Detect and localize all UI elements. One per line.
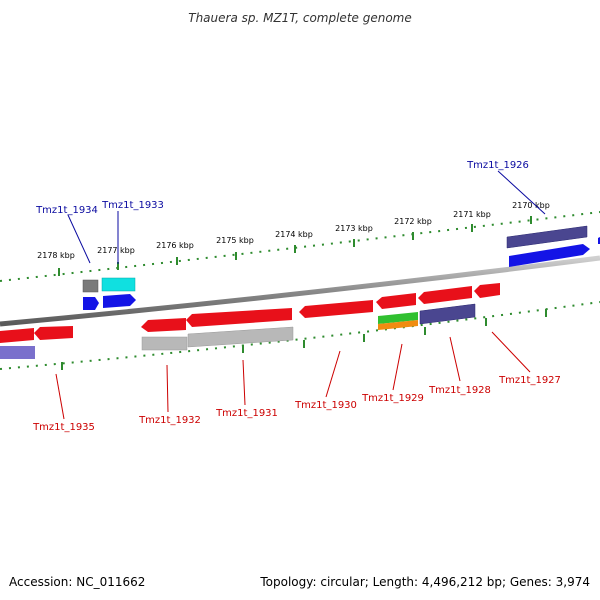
leader-line xyxy=(55,373,65,420)
forward-genes xyxy=(82,225,600,310)
gene-label[interactable]: Tmz1t_1930 xyxy=(294,400,357,411)
gene-tmz1t-1931-red[interactable] xyxy=(186,308,292,327)
reverse-genes xyxy=(0,283,500,359)
leader-line xyxy=(497,170,546,215)
gene-tmz1t-1935-red-b[interactable] xyxy=(34,326,73,340)
leader-line xyxy=(325,350,341,398)
gene-label[interactable]: Tmz1t_1934 xyxy=(35,205,98,216)
gene-label[interactable]: Tmz1t_1926 xyxy=(466,160,529,171)
gene-label[interactable]: Tmz1t_1932 xyxy=(138,415,201,426)
gene-tmz1t-1931-lightgray[interactable] xyxy=(187,326,294,348)
leader-line xyxy=(242,359,246,406)
scale-label: 2174 kbp xyxy=(275,230,313,239)
gene-tmz1t-1933-cyan[interactable] xyxy=(101,277,136,292)
scale-label: 2177 kbp xyxy=(97,246,135,255)
gene-tmz1t-1935-lavender[interactable] xyxy=(0,346,35,359)
gene-tmz1t-1930-red[interactable] xyxy=(299,300,373,318)
scale-label: 2170 kbp xyxy=(512,201,550,210)
gene-tmz1t-1932-red[interactable] xyxy=(141,318,186,332)
leader-line xyxy=(166,364,169,413)
scale-label: 2171 kbp xyxy=(453,210,491,219)
gene-tmz1t-1926-navy[interactable] xyxy=(506,225,588,249)
leader-line xyxy=(449,336,461,382)
gene-tmz1t-1933-blue[interactable] xyxy=(103,294,136,308)
scale-labels: 2178 kbp 2177 kbp 2176 kbp 2175 kbp 2174… xyxy=(37,201,550,260)
gene-label[interactable]: Tmz1t_1929 xyxy=(361,393,424,404)
leader-lines xyxy=(55,170,546,420)
gene-label[interactable]: Tmz1t_1928 xyxy=(428,385,491,396)
gene-tmz1t-1935-red-a[interactable] xyxy=(0,328,34,343)
gene-tmz1t-1929-red[interactable] xyxy=(376,293,416,309)
leader-line xyxy=(491,331,531,373)
scale-label: 2172 kbp xyxy=(394,217,432,226)
gene-tmz1t-1932-lightgray[interactable] xyxy=(141,336,188,351)
leader-line xyxy=(392,343,403,391)
gene-tmz1t-1927-red[interactable] xyxy=(474,283,500,298)
genome-backbone xyxy=(0,255,600,327)
accession-text: Accession: NC_011662 xyxy=(9,575,145,589)
leader-line xyxy=(67,214,91,264)
lower-track-ticks xyxy=(61,309,547,370)
gene-label[interactable]: Tmz1t_1927 xyxy=(498,375,561,386)
scale-label: 2173 kbp xyxy=(335,224,373,233)
scale-label: 2178 kbp xyxy=(37,251,75,260)
gene-tmz1t-1928-navy[interactable] xyxy=(419,303,476,325)
gene-tmz1t-1929-orange[interactable] xyxy=(378,320,418,330)
scale-label: 2175 kbp xyxy=(216,236,254,245)
gene-tmz1t-1934-blue[interactable] xyxy=(83,297,99,310)
map-title: Thauera sp. MZ1T, complete genome xyxy=(188,11,412,25)
genome-summary-text: Topology: circular; Length: 4,496,212 bp… xyxy=(259,575,590,589)
reverse-gene-labels: Tmz1t_1935 Tmz1t_1932 Tmz1t_1931 Tmz1t_1… xyxy=(32,375,561,433)
scale-label: 2176 kbp xyxy=(156,241,194,250)
gene-label[interactable]: Tmz1t_1931 xyxy=(215,408,278,419)
gene-tmz1t-1928-red[interactable] xyxy=(418,286,472,304)
forward-gene-labels: Tmz1t_1934 Tmz1t_1933 Tmz1t_1926 xyxy=(35,160,529,216)
gene-label[interactable]: Tmz1t_1933 xyxy=(101,200,164,211)
gene-label[interactable]: Tmz1t_1935 xyxy=(32,422,95,433)
gene-tmz1t-1934-gray[interactable] xyxy=(82,279,99,293)
gene-tmz1t-1926-blue[interactable] xyxy=(509,244,590,267)
